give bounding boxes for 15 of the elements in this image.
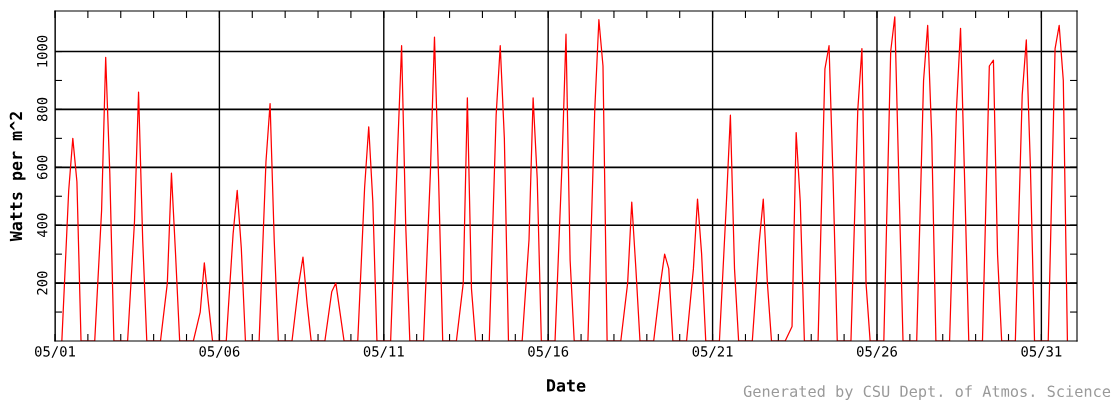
y-tick-label: 800	[36, 97, 48, 122]
text: Generated by CSU Dept. of Atmos. Science	[743, 385, 1111, 400]
y-tick-label: 200	[36, 271, 48, 295]
x-tick-label: 05/06	[199, 346, 240, 358]
x-tick-label: 05/26	[856, 346, 897, 358]
x-tick-label: 05/16	[528, 346, 569, 358]
x-tick-label: 05/11	[363, 346, 404, 358]
x-axis-title: Date	[547, 379, 586, 392]
y-tick-label: 600	[36, 155, 48, 179]
x-tick-label: 05/31	[1021, 346, 1062, 358]
y-tick-label: 1000	[36, 35, 48, 67]
x-tick-label: 05/01	[35, 346, 75, 358]
y-tick-label: 400	[36, 213, 48, 238]
y-axis-title: Watts per m^2	[9, 112, 26, 242]
x-tick-label: 05/21	[692, 346, 733, 358]
